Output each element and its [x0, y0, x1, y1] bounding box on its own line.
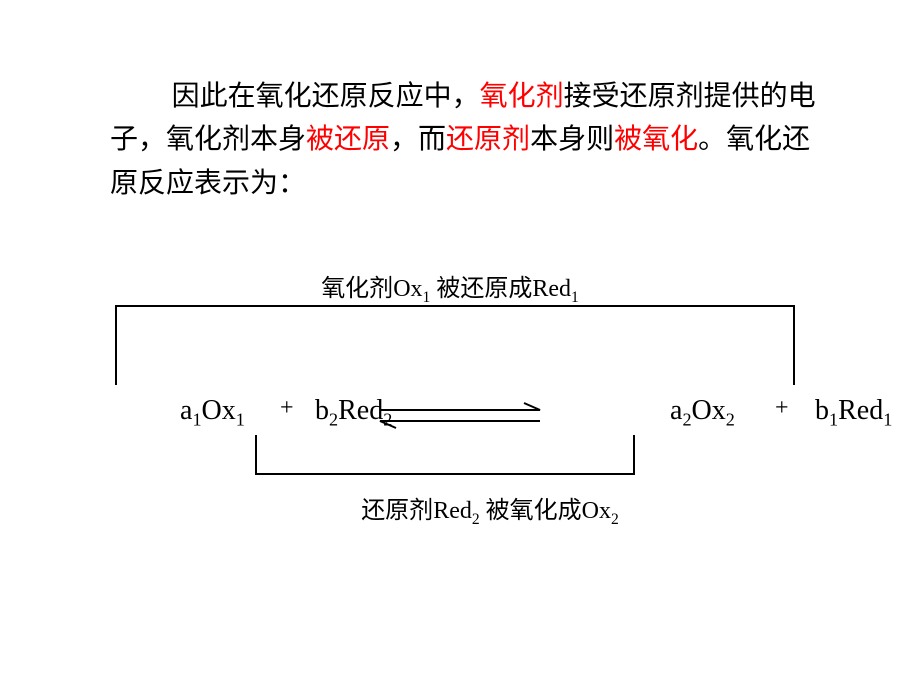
bc-1: 还原剂 [361, 498, 433, 524]
plus-1: + [280, 395, 294, 422]
plus-2: + [775, 395, 789, 422]
bc-red-sub: 2 [472, 511, 480, 528]
para-red-3: 还原剂 [446, 124, 530, 155]
para-text-4: 本身则 [530, 124, 614, 155]
term-b1red1: b1Red1 [815, 395, 892, 431]
tc-red-sub: 1 [571, 289, 579, 306]
para-red-4: 被氧化 [614, 124, 698, 155]
tc-red: Red [532, 276, 571, 302]
bottom-caption: 还原剂Red2 被氧化成Ox2 [290, 490, 690, 529]
tc-ox: Ox [393, 276, 422, 302]
tc-1: 氧化剂 [321, 276, 393, 302]
para-text-3: ，而 [390, 124, 446, 155]
bc-red: Red [433, 498, 472, 524]
para-text-1: 因此在氧化还原反应中， [172, 81, 480, 112]
top-bracket [115, 305, 795, 385]
bottom-bracket [255, 435, 635, 475]
equilibrium-arrows-icon [370, 398, 550, 434]
term-a1ox1: a1Ox1 [180, 395, 245, 431]
bc-ox-sub: 2 [611, 511, 619, 528]
bc-ox: Ox [582, 498, 611, 524]
bc-2: 被氧化成 [480, 498, 582, 524]
para-red-1: 氧化剂 [480, 81, 564, 112]
intro-paragraph: 因此在氧化还原反应中，氧化剂接受还原剂提供的电子，氧化剂本身被还原，而还原剂本身… [110, 75, 830, 205]
para-red-2: 被还原 [306, 124, 390, 155]
top-caption: 氧化剂Ox1 被还原成Red1 [250, 268, 650, 307]
term-a2ox2: a2Ox2 [670, 395, 735, 431]
tc-2: 被还原成 [430, 276, 532, 302]
